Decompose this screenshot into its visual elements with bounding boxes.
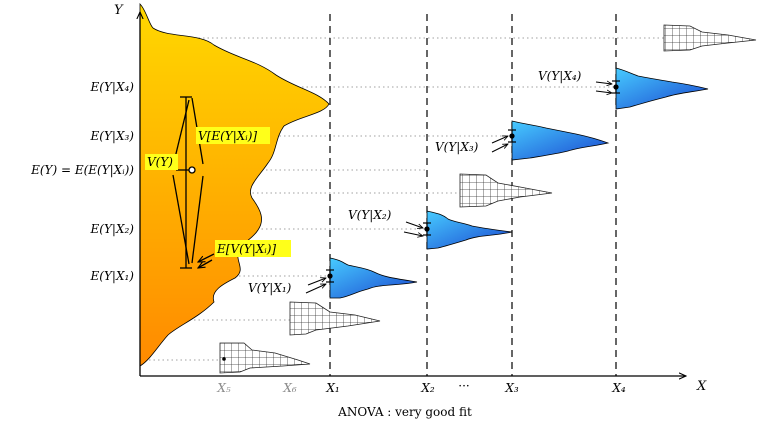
mean-of-variances-label: E[V(Y|Xᵢ)] xyxy=(216,242,276,256)
variance-of-means-label: V[E(Y|Xᵢ)] xyxy=(198,129,257,143)
y-tick-ex2: E(Y|X₂) xyxy=(90,222,135,236)
hatched-dist-x6 xyxy=(289,301,381,336)
x-tick-x3: X₃ xyxy=(504,381,519,395)
y-tick-ey: E(Y) = E(E(Y|Xᵢ)) xyxy=(30,163,134,177)
x-tick-x1: X₁ xyxy=(325,381,339,395)
cond-var-label-1: V(Y|X₁) xyxy=(248,281,292,295)
cond-var-label-3: V(Y|X₃) xyxy=(435,140,479,154)
cond-dist-x4 xyxy=(615,67,709,110)
conditional-distributions xyxy=(329,67,709,299)
cond-dist-x3 xyxy=(511,120,610,161)
cond-var-label-4: V(Y|X₄) xyxy=(538,69,582,83)
x-tick-x4: X₄ xyxy=(611,381,626,395)
x-tick-dots: ··· xyxy=(458,379,469,393)
x-tick-labels: X₅ X₆ X₁ X₂ ··· X₃ X₄ xyxy=(216,379,626,395)
x-tick-x2: X₂ xyxy=(420,381,435,395)
hatched-dist-middle xyxy=(459,173,553,208)
y-tick-ex3: E(Y|X₃) xyxy=(90,129,135,143)
y-tick-labels: E(Y|X₄) E(Y|X₃) E(Y) = E(E(Y|Xᵢ)) E(Y|X₂… xyxy=(30,80,134,283)
figure-caption: ANOVA : very good fit xyxy=(337,405,472,419)
cond-var-arrows xyxy=(305,82,612,294)
cond-dist-x2 xyxy=(426,210,513,250)
highlight-boxes xyxy=(145,127,291,257)
y-axis-label: Y xyxy=(114,3,124,18)
cond-var-label-2: V(Y|X₂) xyxy=(348,208,392,222)
conditional-brackets xyxy=(326,80,620,283)
x-tick-x6: X₆ xyxy=(282,381,297,395)
hatched-distributions xyxy=(219,24,757,374)
hatched-dist-top xyxy=(663,24,757,52)
y-tick-ex4: E(Y|X₄) xyxy=(90,80,135,94)
y-tick-ex1: E(Y|X₁) xyxy=(90,269,135,283)
cond-dist-x1 xyxy=(329,257,418,299)
x-tick-x5: X₅ xyxy=(216,381,231,395)
hatched-mean-dot xyxy=(222,357,226,361)
total-variance-label: V(Y) xyxy=(147,155,173,169)
marginal-density-shape xyxy=(139,3,330,367)
axes xyxy=(140,12,686,376)
x-axis-label: X xyxy=(696,379,707,394)
hatched-dist-x5 xyxy=(219,342,311,374)
